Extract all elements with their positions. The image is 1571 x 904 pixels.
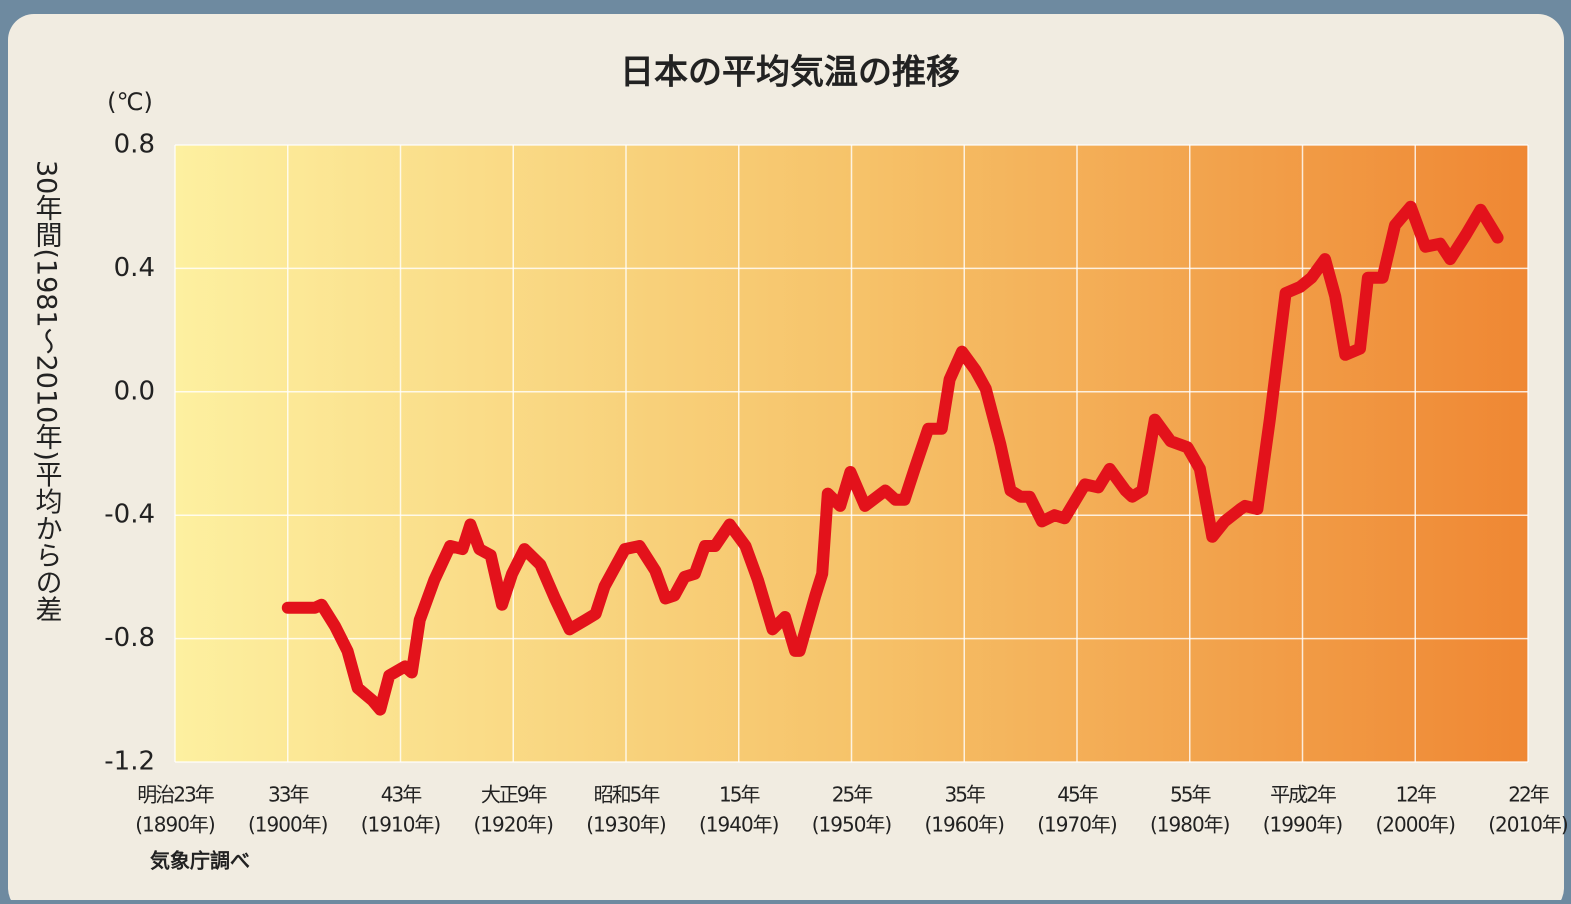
- y-tick-label: -0.8: [104, 623, 155, 653]
- x-tick-label: (1970年): [1037, 813, 1117, 837]
- data-line: [281, 200, 1504, 716]
- source: 気象庁調べ: [150, 849, 250, 873]
- x-tick-era-label: 12年: [1396, 783, 1437, 807]
- y-tick-label: 0.8: [114, 130, 155, 160]
- x-tick-label: (1910年): [361, 813, 441, 837]
- y-unit: (℃): [107, 88, 153, 116]
- x-tick-label: (1930年): [586, 813, 666, 837]
- x-tick-era-label: 45年: [1057, 783, 1098, 807]
- x-tick-era-label: 昭和5年: [594, 783, 661, 807]
- y-tick-label: 0.0: [114, 376, 155, 406]
- x-tick-era-label: 22年: [1508, 783, 1549, 807]
- x-tick-label: (1920年): [473, 813, 553, 837]
- chart-title: 日本の平均気温の推移: [620, 53, 960, 93]
- x-tick-era-label: 55年: [1170, 783, 1211, 807]
- x-tick-label: (1960年): [924, 813, 1004, 837]
- x-tick-label: (1990年): [1263, 813, 1343, 837]
- x-tick-era-label: 25年: [832, 783, 873, 807]
- x-tick-era-label: 43年: [381, 783, 422, 807]
- x-tick-era-label: 35年: [945, 783, 986, 807]
- x-tick-era-label: 大正9年: [481, 783, 548, 807]
- x-tick-era-label: 15年: [719, 783, 760, 807]
- x-tick-era-label: 明治23年: [137, 783, 214, 807]
- y-tick-label: 0.4: [114, 253, 155, 283]
- x-tick-era-label: 33年: [268, 783, 309, 807]
- x-tick-label: (1980年): [1150, 813, 1230, 837]
- x-tick-era-label: 平成2年: [1270, 783, 1337, 807]
- x-tick-label: (1890年): [135, 813, 215, 837]
- y-tick-label: -0.4: [104, 500, 155, 530]
- x-tick-label: (2010年): [1488, 813, 1568, 837]
- y-tick-label: -1.2: [104, 747, 155, 777]
- y-axis-label: 30年間(1981～2010年)平均からの差: [31, 160, 63, 623]
- x-tick-label: (1940年): [699, 813, 779, 837]
- x-tick-label: (1900年): [248, 813, 328, 837]
- x-tick-label: (2000年): [1375, 813, 1455, 837]
- x-tick-label: (1950年): [812, 813, 892, 837]
